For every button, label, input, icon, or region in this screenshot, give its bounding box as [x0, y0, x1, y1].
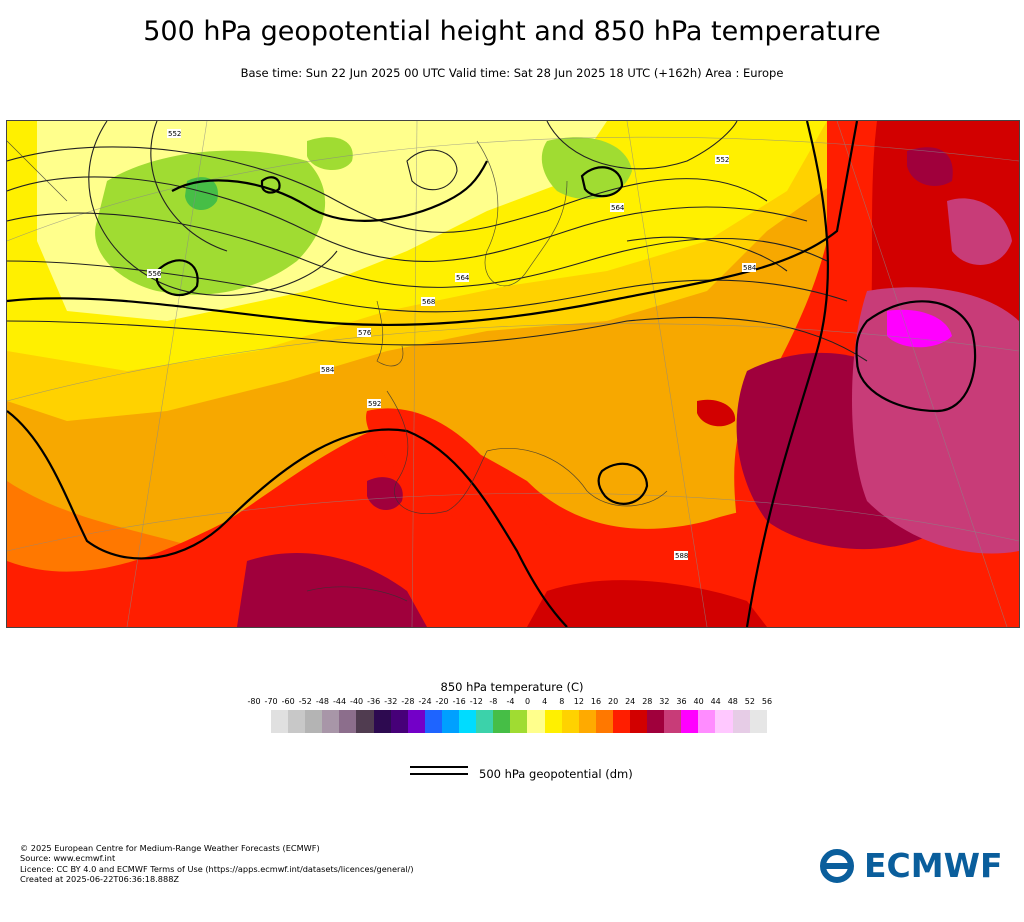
svg-text:556: 556: [148, 270, 162, 278]
contour-label: 568: [421, 297, 435, 306]
colorbar-tick-label: -52: [298, 697, 312, 706]
ecmwf-logo: ECMWF: [814, 846, 1006, 886]
colorbar-swatch: [595, 710, 613, 733]
colorbar-tick-label: -24: [418, 697, 432, 706]
colorbar-swatch: [732, 710, 750, 733]
footer-copyright: © 2025 European Centre for Medium-Range …: [20, 843, 320, 853]
colorbar-swatch: [578, 710, 596, 733]
colorbar-tick-label: -36: [367, 697, 381, 706]
contour-label: 584: [320, 365, 335, 374]
footer: © 2025 European Centre for Medium-Range …: [20, 843, 414, 884]
colorbar-swatch: [698, 710, 716, 733]
contour-label: 552: [167, 129, 181, 138]
colorbar-swatch: [664, 710, 682, 733]
colorbar-tick-label: -70: [264, 697, 278, 706]
colorbar-ticks: -80 -70 -60 -52 -48 -44 -40 -36 -32 -28 -24 -20 -16-…: [0, 697, 1024, 709]
weather-map: 552 552 564 564 568 576 584 592 584 588 …: [6, 120, 1020, 628]
colorbar-swatch: [561, 710, 579, 733]
svg-text:552: 552: [168, 130, 181, 138]
colorbar-swatch: [681, 710, 699, 733]
colorbar-tick-label: 36: [676, 697, 687, 706]
chart-subtitle: Base time: Sun 22 Jun 2025 00 UTC Valid …: [240, 66, 784, 80]
colorbar-tick-label: 44: [710, 697, 721, 706]
colorbar-swatch: [407, 710, 425, 733]
colorbar-swatch: [424, 710, 442, 733]
colorbar-swatch: [373, 710, 391, 733]
geopotential-legend-line: [410, 766, 468, 775]
ecmwf-logo-text: ECMWF: [864, 846, 1003, 885]
colorbar-swatch: [390, 710, 408, 733]
colorbar-swatch: [527, 710, 545, 733]
colorbar-swatch: [356, 710, 374, 733]
colorbar-swatch: [305, 710, 323, 733]
svg-text:568: 568: [422, 298, 435, 306]
contour-label: 576: [357, 328, 372, 337]
ecmwf-logo-icon: [820, 849, 854, 883]
colorbar-tick-label: -40: [350, 697, 364, 706]
colorbar-swatch: [544, 710, 562, 733]
contour-label: 564: [455, 273, 470, 282]
colorbar-swatch: [715, 710, 733, 733]
colorbar-swatch: [339, 710, 357, 733]
colorbar-tick-label: -80: [247, 697, 261, 706]
svg-text:588: 588: [675, 552, 688, 560]
colorbar-swatch: [271, 710, 289, 733]
colorbar-tick-label: -32: [384, 697, 398, 706]
svg-text:552: 552: [716, 156, 729, 164]
contour-label: 588: [674, 551, 688, 560]
colorbar-tick-label: 48: [727, 697, 738, 706]
colorbar-swatch: [510, 710, 528, 733]
colorbar-tick-label: -8: [489, 697, 498, 706]
svg-text:576: 576: [358, 329, 372, 337]
colorbar-tick-label: 56: [761, 697, 773, 706]
colorbar-tick-label: 0: [525, 697, 531, 706]
contour-label: 584: [742, 263, 757, 272]
colorbar-tick-label: -16: [452, 697, 466, 706]
colorbar-tick-label: 20: [608, 697, 619, 706]
colorbar-tick-label: -12: [469, 697, 483, 706]
contour-label: 556: [147, 269, 162, 278]
colorbar-swatch: [612, 710, 630, 733]
colorbar-tick-label: -44: [332, 697, 347, 706]
geopotential-legend-label: 500 hPa geopotential (dm): [479, 767, 633, 781]
colorbar-tick-label: 12: [573, 697, 584, 706]
colorbar-tick-label: 28: [642, 697, 653, 706]
svg-text:564: 564: [456, 274, 470, 282]
colorbar-tick-label: 16: [590, 697, 602, 706]
colorbar-tick-label: -4: [506, 697, 515, 706]
footer-source: Source: www.ecmwf.int: [20, 853, 116, 864]
colorbar-swatch: [288, 710, 306, 733]
colorbar-tick-label: -20: [435, 697, 449, 706]
colorbar-swatch: [476, 710, 494, 733]
colorbar-tick-label: -28: [401, 697, 415, 706]
contour-label: 552: [715, 155, 729, 164]
colorbar-tick-label: 8: [559, 697, 565, 706]
colorbar-swatch: [629, 710, 648, 733]
colorbar-swatch: [459, 710, 477, 733]
contour-label: 592: [367, 399, 381, 408]
colorbar-swatch: [647, 710, 665, 733]
svg-text:584: 584: [321, 366, 335, 374]
colorbar-tick-label: 40: [693, 697, 704, 706]
colorbar-title: 850 hPa temperature (C): [440, 680, 584, 694]
colorbar-tick-label: -48: [315, 697, 329, 706]
colorbar-tick-label: 52: [744, 697, 755, 706]
svg-text:564: 564: [611, 204, 625, 212]
chart-title: 500 hPa geopotential height and 850 hPa …: [143, 16, 881, 47]
colorbar-swatch: [749, 710, 767, 733]
colorbar-tick-label: 32: [659, 697, 670, 706]
colorbar-tick-label: 24: [625, 697, 636, 706]
svg-text:584: 584: [743, 264, 757, 272]
colorbar: [271, 710, 767, 733]
footer-created: Created at 2025-06-22T06:36:18.888Z: [20, 873, 180, 884]
colorbar-swatch: [493, 710, 511, 733]
colorbar-tick-label: 4: [542, 697, 548, 706]
svg-text:592: 592: [368, 400, 381, 408]
contour-label: 564: [610, 203, 625, 212]
colorbar-tick-label: -60: [281, 697, 295, 706]
footer-licence: Licence: CC BY 4.0 and ECMWF Terms of Us…: [20, 863, 414, 874]
colorbar-swatch: [322, 710, 340, 733]
colorbar-swatch: [441, 710, 460, 733]
